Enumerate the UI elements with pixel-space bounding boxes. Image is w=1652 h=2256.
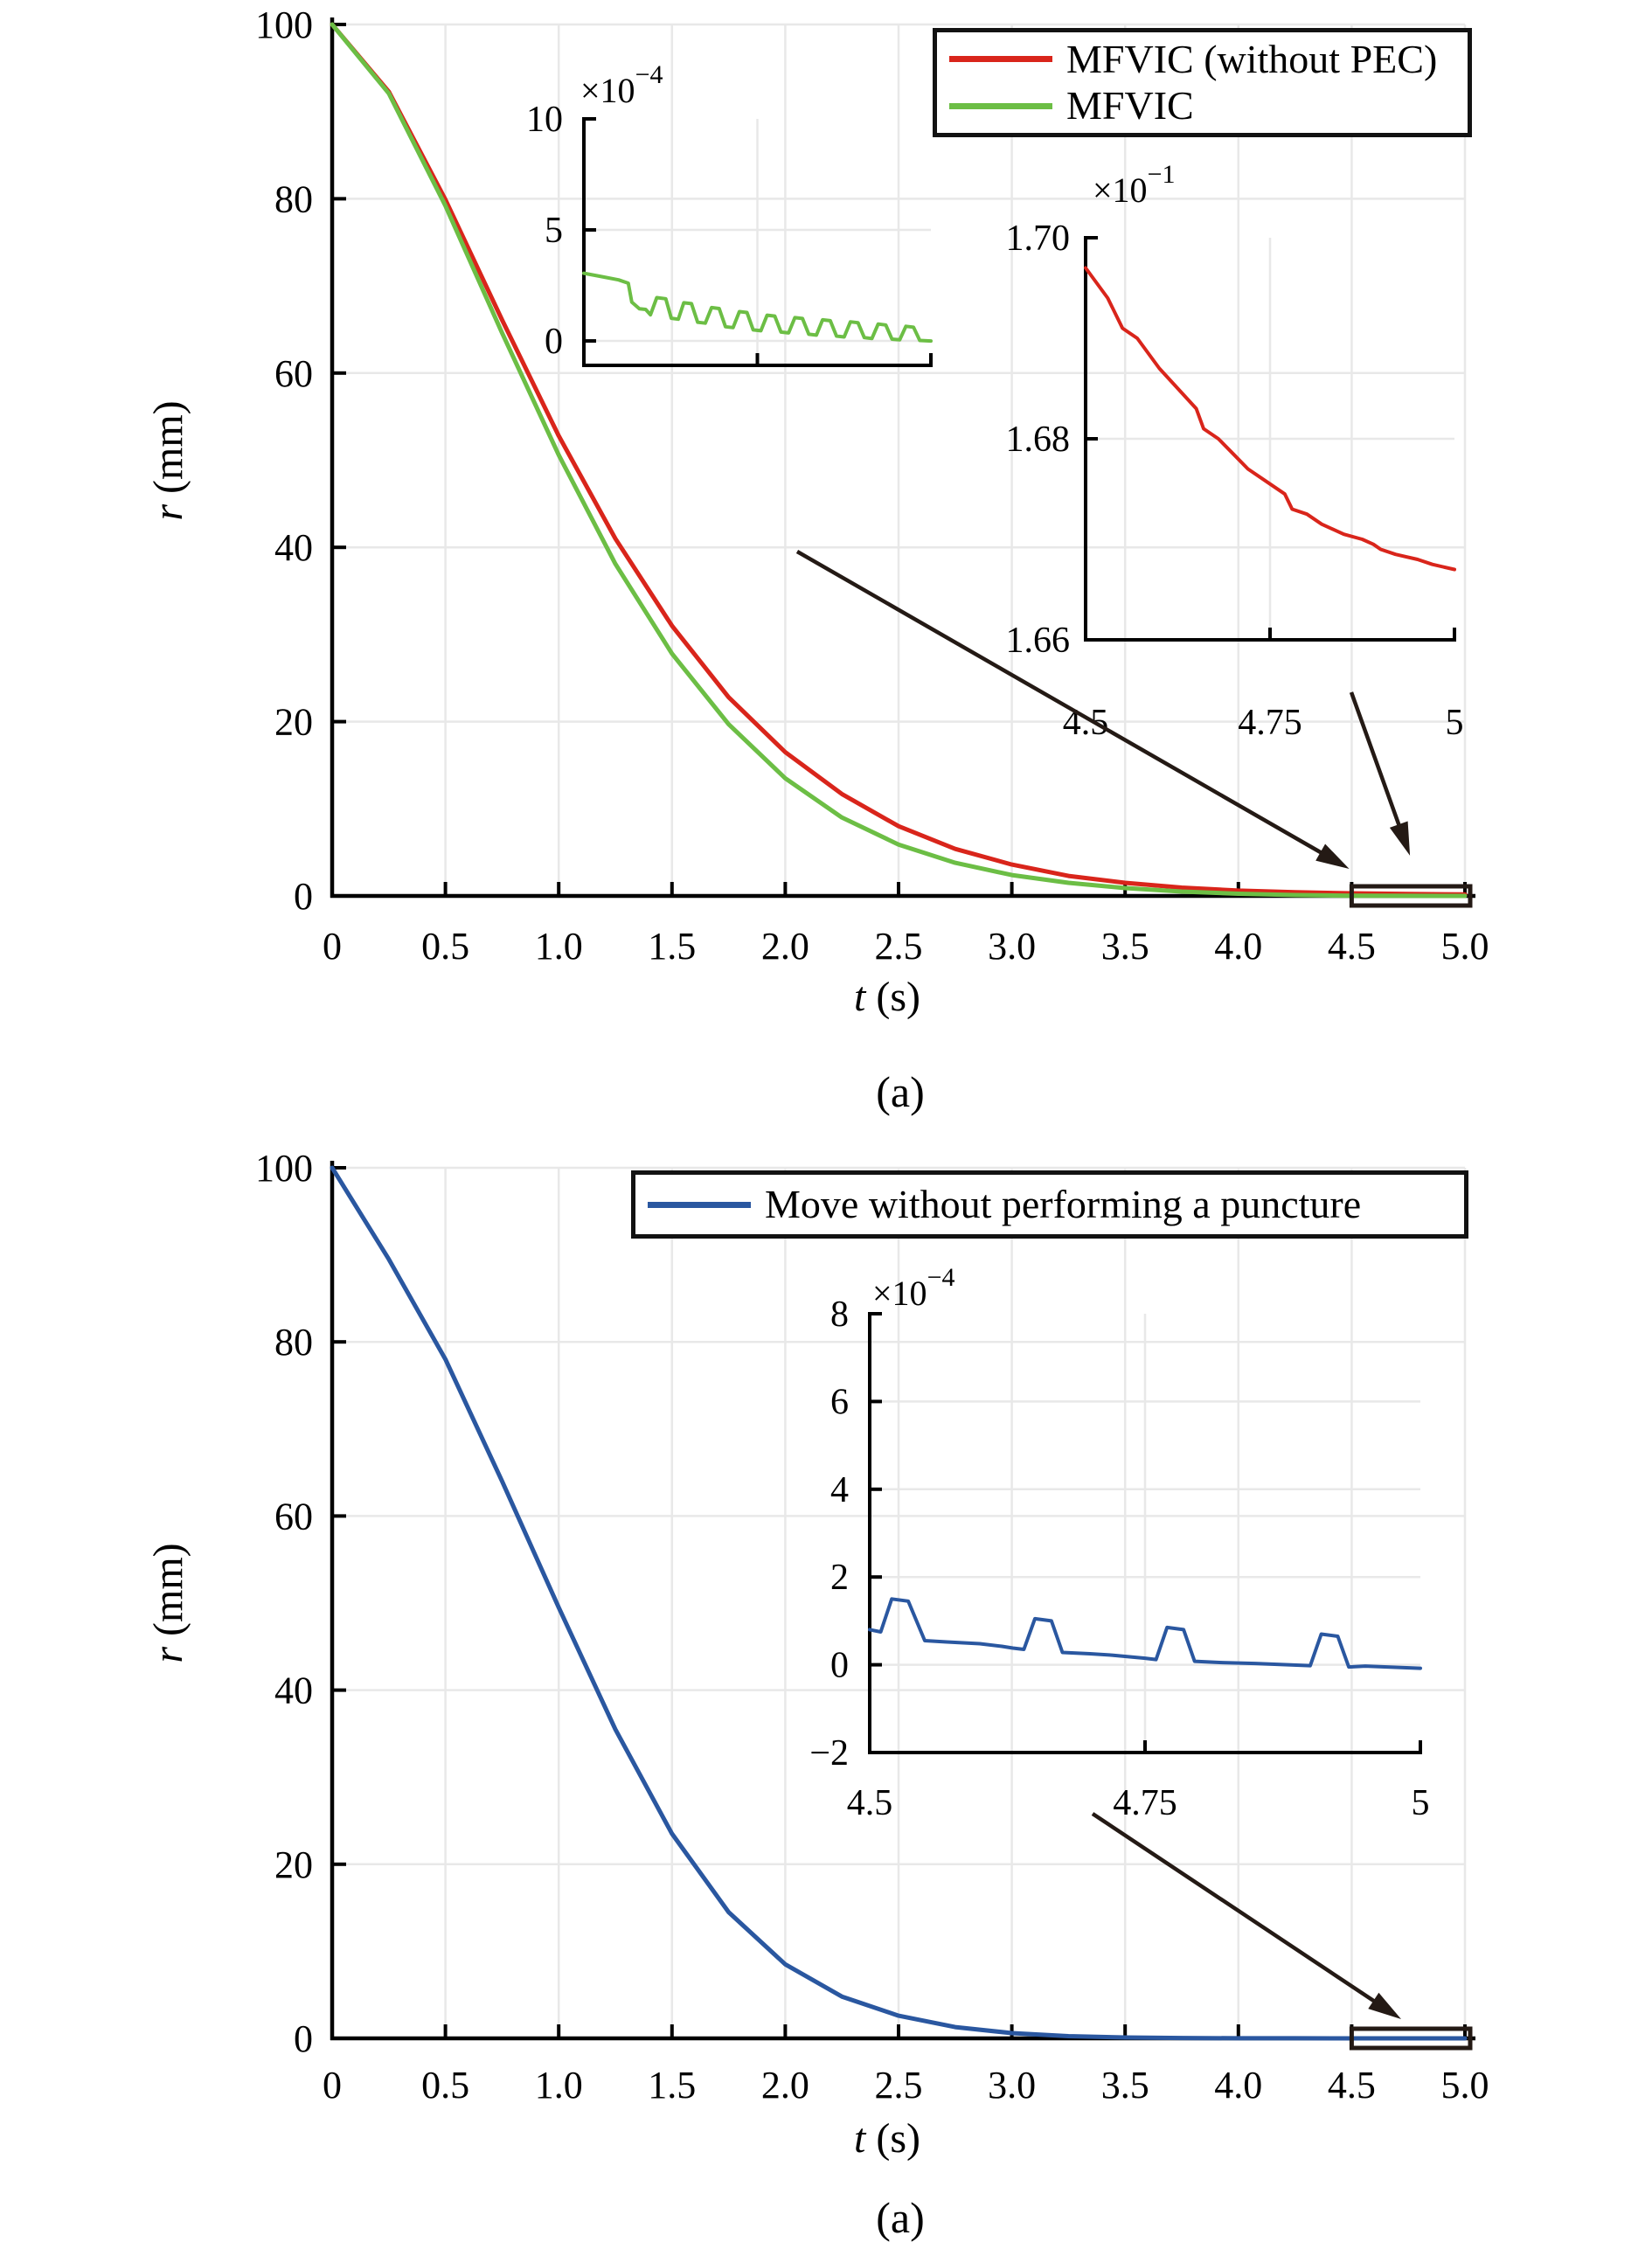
x-tick-label: 1.5 — [648, 2064, 696, 2107]
inset-tick-label: 0 — [545, 322, 563, 362]
x-tick-label: 3.5 — [1101, 2064, 1149, 2107]
x-tick-label: 5.0 — [1441, 2064, 1489, 2107]
x-tick-label: 0 — [323, 2064, 342, 2107]
callout-arrow-line — [1091, 1812, 1385, 2010]
x-tick-label: 3.0 — [988, 925, 1036, 968]
x-tick-label: 2.5 — [875, 2064, 923, 2107]
inset-tick-label: 5 — [545, 211, 563, 251]
y-tick-label: 20 — [274, 701, 313, 744]
inset-tick-label: 4.5 — [847, 1783, 893, 1823]
legend-bottom: Move without performing a puncture — [631, 1170, 1468, 1239]
zoom-region-box — [1349, 2026, 1473, 2051]
inset-series-line — [1084, 266, 1456, 572]
inset-series-line — [868, 1597, 1422, 1670]
inset-tick-label: 1.68 — [1006, 420, 1071, 460]
series-line-1 — [330, 22, 1468, 899]
y-tick-label: 100 — [255, 1147, 313, 1190]
y-tick-label: 20 — [274, 1843, 313, 1886]
callout-arrow-head — [1368, 1992, 1401, 2019]
legend-line-sample — [949, 56, 1052, 63]
inset-tick-label: 4.75 — [1238, 703, 1302, 743]
legend-item-label: MFVIC (without PEC) — [1066, 36, 1438, 81]
inset3-exponent: ×10−4 — [872, 1263, 954, 1313]
legend-line-sample — [949, 102, 1052, 109]
y-tick-label: 40 — [274, 1669, 313, 1712]
caption-top: (a) — [876, 1067, 925, 1116]
x-tick-label: 3.5 — [1101, 925, 1149, 968]
legend-item: MFVIC — [949, 86, 1468, 126]
x-tick-label: 0.5 — [421, 2064, 469, 2107]
inset-tick-label: 2 — [830, 1558, 849, 1598]
x-tick-label: 1.0 — [535, 2064, 583, 2107]
y-tick-label: 0 — [294, 2017, 313, 2060]
callout-arrow-line — [1349, 691, 1406, 837]
legend-item-label: Move without performing a puncture — [765, 1182, 1362, 1226]
x-axis-label-bottom: t (s) — [854, 2115, 920, 2162]
series-line-0 — [330, 1165, 1468, 2041]
legend-item-label: MFVIC — [1066, 83, 1194, 128]
top-chart: 0 0.5 1.0 1.5 2.0 2.5 3.0 3.5 4.0 4.5 5.0 0 20 40 60 80… — [255, 3, 1489, 968]
x-tick-label: 2.0 — [761, 925, 809, 968]
x-tick-label: 4.0 — [1214, 925, 1262, 968]
inset-tick-label: 5 — [1446, 703, 1464, 743]
inset-tick-label: 10 — [526, 100, 563, 140]
inset-tick-label: 8 — [830, 1295, 849, 1335]
callout-arrow-line — [795, 550, 1332, 860]
x-tick-label: 2.5 — [875, 925, 923, 968]
x-tick-label: 0 — [323, 925, 342, 968]
inset-tick-label: 1.70 — [1006, 219, 1071, 259]
x-tick-label: 4.5 — [1328, 925, 1376, 968]
legend-line-sample — [648, 1201, 751, 1208]
x-tick-label: 4.5 — [1328, 2064, 1376, 2107]
x-tick-label: 3.0 — [988, 2064, 1036, 2107]
inset-tick-label: 6 — [830, 1382, 849, 1422]
inset-tick-label: 4.75 — [1113, 1783, 1177, 1823]
y-tick-label: 40 — [274, 526, 313, 569]
y-tick-label: 60 — [274, 352, 313, 395]
x-tick-label: 0.5 — [421, 925, 469, 968]
legend-item: MFVIC (without PEC) — [949, 36, 1468, 81]
x-tick-label: 2.0 — [761, 2064, 809, 2107]
legend-top: MFVIC (without PEC) MFVIC — [933, 28, 1472, 137]
series-line-0 — [330, 22, 1468, 897]
bottom-chart: 0 0.5 1.0 1.5 2.0 2.5 3.0 3.5 4.0 4.5 5.0020406080… — [255, 1147, 1489, 2107]
inset-tick-label: 5 — [1412, 1783, 1430, 1823]
inset2-exponent: ×10−1 — [1093, 160, 1175, 210]
y-tick-label: 80 — [274, 177, 313, 220]
x-tick-label: 5.0 — [1441, 925, 1489, 968]
y-axis-label-bottom: r(mm) — [145, 1543, 191, 1662]
inset1-exponent: ×10−4 — [580, 60, 663, 110]
caption-bottom: (a) — [876, 2193, 925, 2242]
y-tick-label: 0 — [294, 875, 313, 918]
y-tick-label: 80 — [274, 1321, 313, 1364]
x-tick-label: 1.5 — [648, 925, 696, 968]
legend-item: Move without performing a puncture — [648, 1184, 1464, 1225]
inset-series-line — [582, 271, 933, 344]
y-tick-label: 100 — [255, 3, 313, 46]
inset-tick-label: 4 — [830, 1470, 849, 1510]
x-axis-label-top: t (s) — [854, 974, 920, 1020]
zoom-region-box — [1349, 884, 1473, 908]
inset-tick-label: 0 — [830, 1646, 849, 1686]
y-axis-label-top: r(mm) — [145, 400, 191, 520]
x-tick-label: 1.0 — [535, 925, 583, 968]
callout-arrow-head — [1389, 821, 1411, 856]
y-tick-label: 60 — [274, 1495, 313, 1538]
inset-tick-label: 1.66 — [1006, 621, 1071, 661]
x-tick-label: 4.0 — [1214, 2064, 1262, 2107]
inset-tick-label: −2 — [809, 1733, 849, 1774]
callout-arrow-head — [1315, 843, 1350, 869]
